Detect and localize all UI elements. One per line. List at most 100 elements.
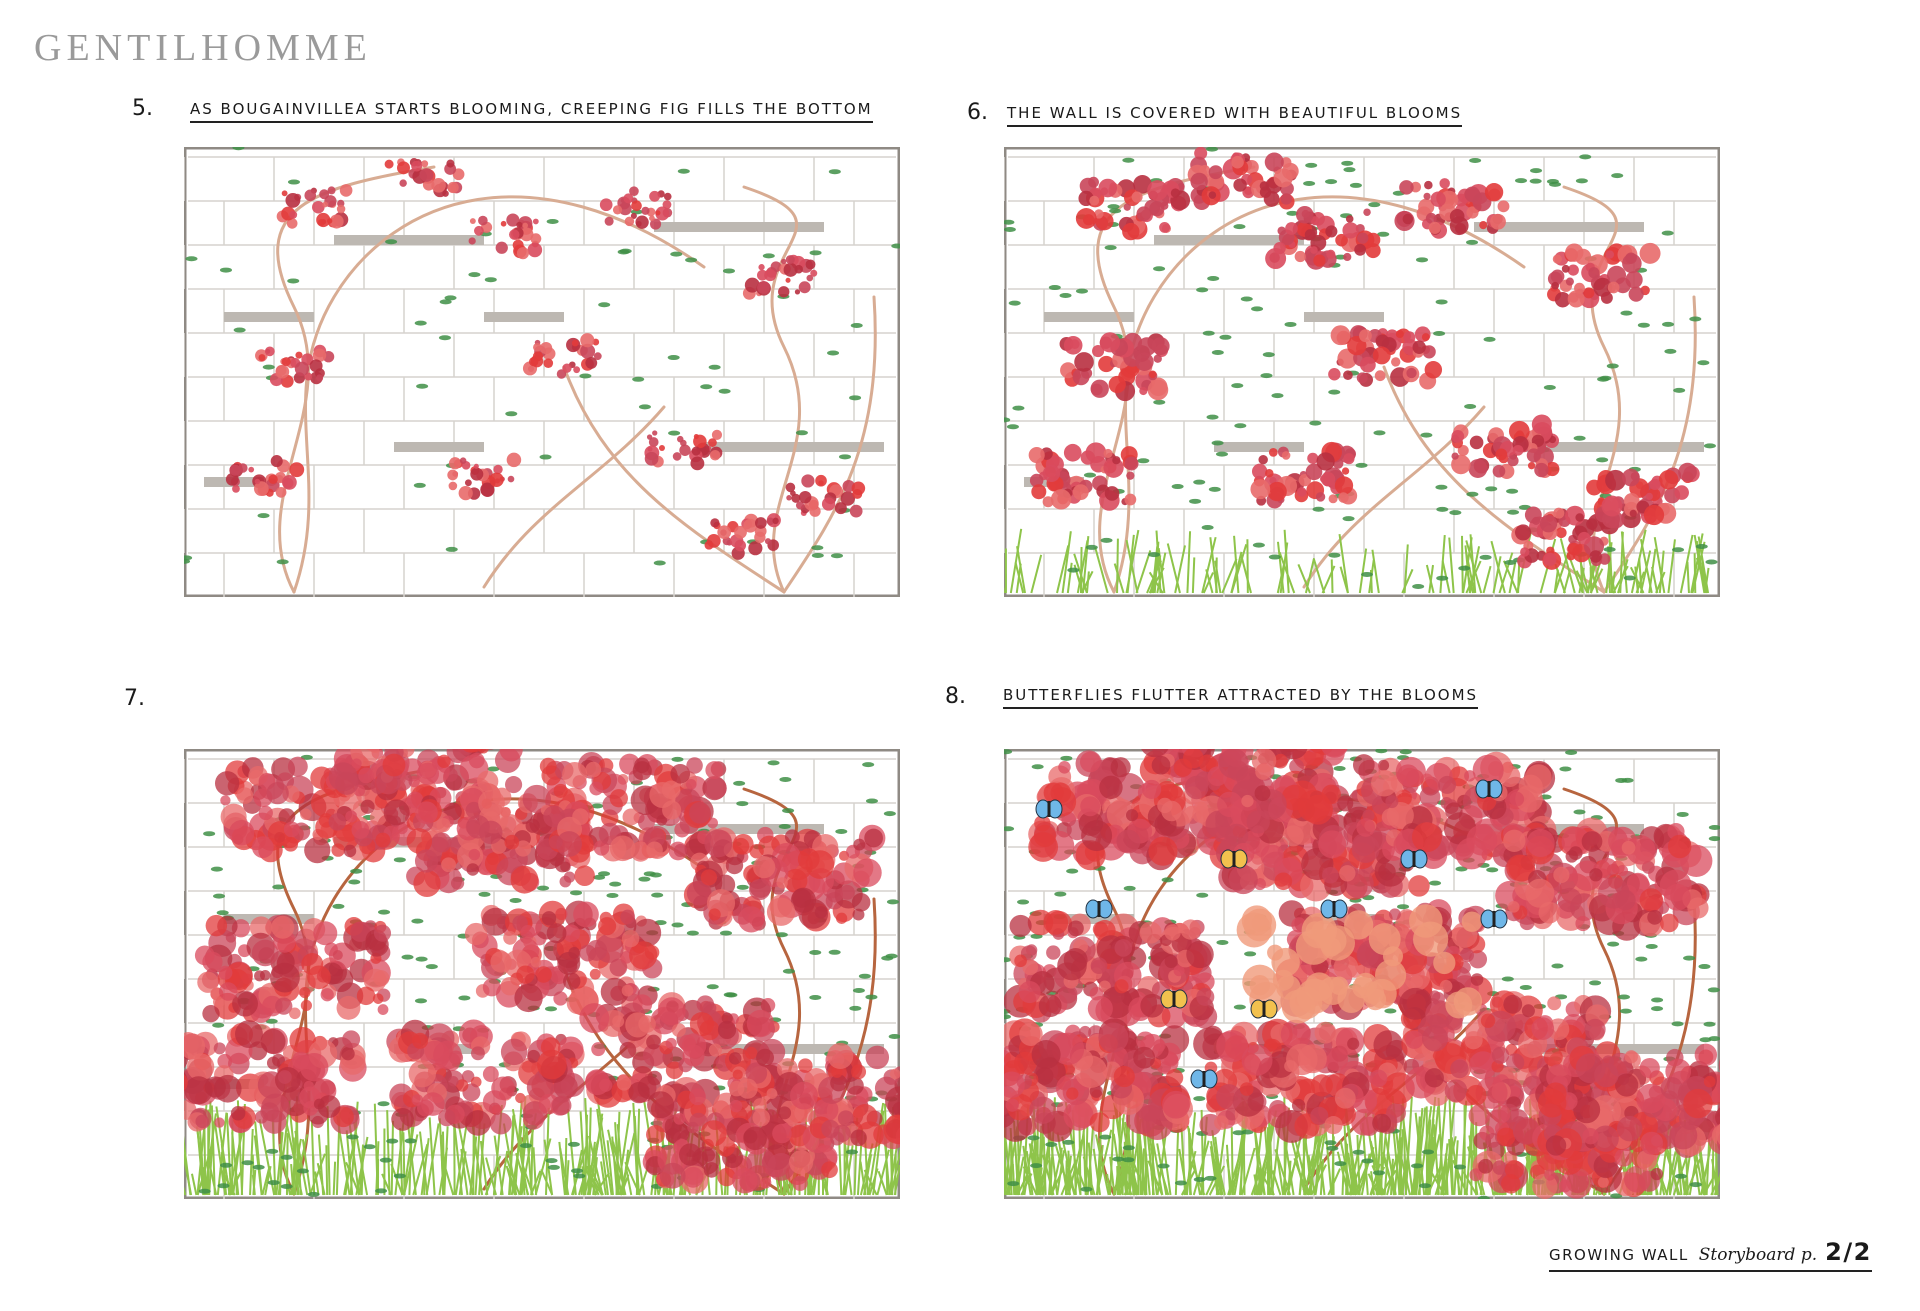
bloom bbox=[1151, 755, 1171, 775]
bloom bbox=[1112, 456, 1121, 465]
grass bbox=[1371, 549, 1380, 594]
bloom bbox=[1165, 1069, 1184, 1087]
grass bbox=[1004, 1115, 1013, 1196]
leaf bbox=[573, 1173, 586, 1179]
leaf bbox=[1207, 276, 1220, 282]
leaf bbox=[1334, 1161, 1347, 1167]
bloom bbox=[328, 942, 356, 970]
bloom bbox=[327, 186, 336, 195]
leaf bbox=[505, 411, 518, 417]
bloom bbox=[1057, 950, 1087, 981]
leaf bbox=[1004, 1014, 1011, 1020]
bloom bbox=[248, 466, 255, 473]
bloom bbox=[563, 972, 581, 990]
grass bbox=[515, 1152, 530, 1196]
bloom bbox=[1254, 785, 1271, 802]
bloom bbox=[266, 781, 289, 805]
bloom bbox=[1082, 214, 1095, 226]
grass bbox=[1166, 543, 1181, 594]
bloom bbox=[585, 357, 598, 369]
bloom bbox=[436, 817, 451, 833]
bloom bbox=[1297, 790, 1331, 823]
panel-number: 7. bbox=[124, 686, 145, 711]
bloom bbox=[1098, 355, 1115, 373]
bloom bbox=[789, 1150, 814, 1175]
leaf bbox=[1333, 765, 1346, 771]
leaf bbox=[272, 884, 285, 890]
bloom bbox=[622, 808, 640, 826]
grass bbox=[1271, 1170, 1282, 1196]
leaf bbox=[809, 994, 822, 1000]
grass bbox=[314, 1171, 320, 1196]
leaf bbox=[1080, 1186, 1093, 1192]
leaf bbox=[1469, 158, 1482, 164]
bloom bbox=[553, 783, 568, 798]
bloom bbox=[709, 450, 721, 461]
leaf bbox=[1671, 1021, 1684, 1027]
leaf bbox=[478, 891, 491, 897]
grass bbox=[1338, 534, 1349, 594]
leaf bbox=[1486, 867, 1499, 873]
grass bbox=[254, 1121, 263, 1196]
bloom bbox=[455, 1079, 469, 1092]
grass bbox=[1553, 552, 1570, 594]
grass bbox=[1011, 1164, 1016, 1196]
grass bbox=[1263, 1126, 1272, 1196]
bloom bbox=[1484, 183, 1504, 202]
bloom bbox=[458, 486, 473, 501]
bloom bbox=[339, 184, 353, 197]
bloom bbox=[282, 474, 297, 490]
bloom bbox=[313, 921, 338, 946]
bloom bbox=[778, 1106, 792, 1120]
bloom bbox=[594, 934, 624, 963]
leaf bbox=[1252, 542, 1265, 548]
bloom bbox=[1114, 979, 1129, 994]
bloom bbox=[671, 1023, 686, 1038]
bloom bbox=[1628, 286, 1644, 302]
bloom bbox=[604, 216, 614, 226]
bloom bbox=[1090, 379, 1109, 398]
bloom bbox=[277, 1070, 292, 1084]
bloom bbox=[612, 205, 623, 215]
leaf bbox=[1420, 432, 1433, 438]
bloom bbox=[464, 479, 472, 487]
bloom bbox=[1428, 221, 1441, 235]
leaf bbox=[852, 987, 865, 993]
bloom bbox=[1607, 281, 1620, 294]
bloom bbox=[1328, 368, 1341, 381]
vine bbox=[276, 165, 436, 594]
bloom bbox=[732, 1167, 758, 1194]
leaf bbox=[1673, 387, 1686, 393]
bloom bbox=[1359, 356, 1376, 373]
grass bbox=[1192, 1140, 1210, 1196]
bloom bbox=[486, 852, 499, 865]
bloom bbox=[1601, 495, 1623, 517]
grass bbox=[443, 1163, 455, 1196]
leaf bbox=[593, 874, 606, 880]
bloom bbox=[1013, 1051, 1037, 1075]
bloom bbox=[1004, 1071, 1025, 1099]
leaf bbox=[835, 828, 848, 834]
bloom bbox=[689, 1088, 706, 1106]
grass bbox=[214, 1123, 227, 1196]
leaf bbox=[519, 1143, 532, 1149]
leaf bbox=[262, 364, 275, 370]
bloom bbox=[286, 218, 298, 229]
bloom bbox=[1259, 186, 1272, 198]
leaf bbox=[858, 973, 871, 979]
bloom bbox=[1424, 180, 1433, 190]
grass bbox=[261, 1168, 270, 1196]
bloom bbox=[649, 781, 676, 808]
bloom bbox=[225, 472, 239, 486]
grass bbox=[584, 1168, 598, 1196]
bloom bbox=[391, 1108, 415, 1131]
bloom bbox=[620, 909, 636, 925]
leaf bbox=[267, 1180, 280, 1186]
leaf bbox=[1645, 943, 1658, 949]
bloom bbox=[421, 160, 429, 168]
grass bbox=[606, 1140, 614, 1196]
grass bbox=[264, 1165, 272, 1196]
bloom bbox=[532, 218, 539, 225]
bloom bbox=[1507, 455, 1519, 467]
